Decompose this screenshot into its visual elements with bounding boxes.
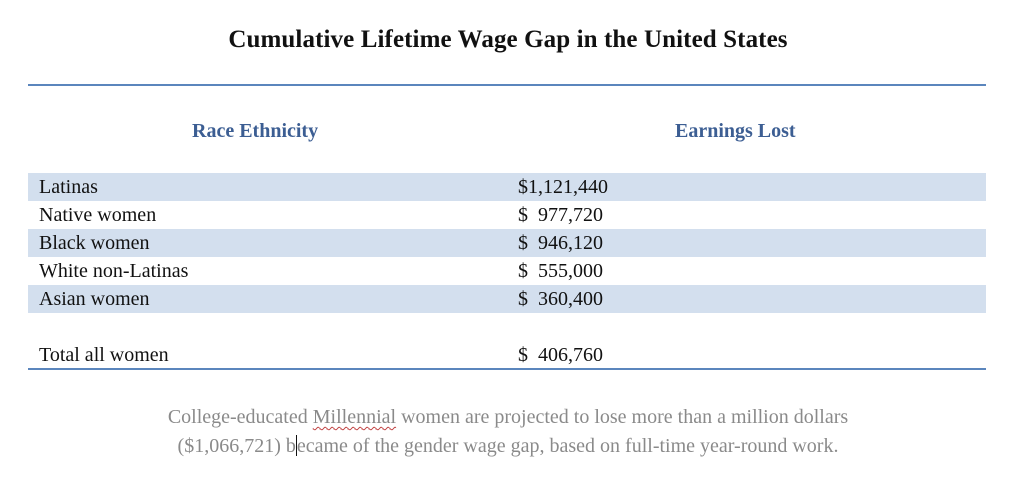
row-label: Latinas xyxy=(39,176,98,198)
column-header-earnings-lost: Earnings Lost xyxy=(675,120,796,142)
spellcheck-flagged-word[interactable]: Millennial xyxy=(312,406,397,428)
caption-text-segment: women are projected to lose more than a … xyxy=(396,406,849,428)
row-value: $1,121,440 xyxy=(518,176,608,198)
row-value: $ 946,120 xyxy=(518,232,603,254)
bottom-rule xyxy=(28,368,986,370)
caption-text-segment: ecame of the gender wage gap, based on f… xyxy=(296,435,839,457)
caption-text-segment: ($1,066,721) b xyxy=(177,435,296,457)
top-rule xyxy=(28,84,986,86)
wage-gap-table: Latinas $1,121,440 Native women $ 977,72… xyxy=(28,173,986,313)
row-value: $ 977,720 xyxy=(518,204,603,226)
table-row: Native women $ 977,720 xyxy=(28,201,986,229)
row-label: Native women xyxy=(39,204,157,226)
caption-text-segment: College-educated xyxy=(167,406,313,428)
row-label: White non-Latinas xyxy=(39,260,189,282)
row-value: $ 555,000 xyxy=(518,260,603,282)
caption-line-1: College-educated Millennial women are pr… xyxy=(0,403,1016,432)
table-row: Latinas $1,121,440 xyxy=(28,173,986,201)
row-value: $ 360,400 xyxy=(518,288,603,310)
total-label: Total all women xyxy=(39,344,169,366)
row-label: Asian women xyxy=(39,288,150,310)
total-value: $ 406,760 xyxy=(518,344,603,366)
table-row: Asian women $ 360,400 xyxy=(28,285,986,313)
column-header-race-ethnicity: Race Ethnicity xyxy=(192,120,319,142)
table-total-row: Total all women $ 406,760 xyxy=(28,341,986,369)
table-row: Black women $ 946,120 xyxy=(28,229,986,257)
caption-text[interactable]: College-educated Millennial women are pr… xyxy=(0,403,1016,461)
text-cursor xyxy=(295,435,297,456)
page-title: Cumulative Lifetime Wage Gap in the Unit… xyxy=(228,26,788,53)
table-row: White non-Latinas $ 555,000 xyxy=(28,257,986,285)
caption-line-2: ($1,066,721) became of the gender wage g… xyxy=(0,432,1016,461)
row-label: Black women xyxy=(39,232,150,254)
